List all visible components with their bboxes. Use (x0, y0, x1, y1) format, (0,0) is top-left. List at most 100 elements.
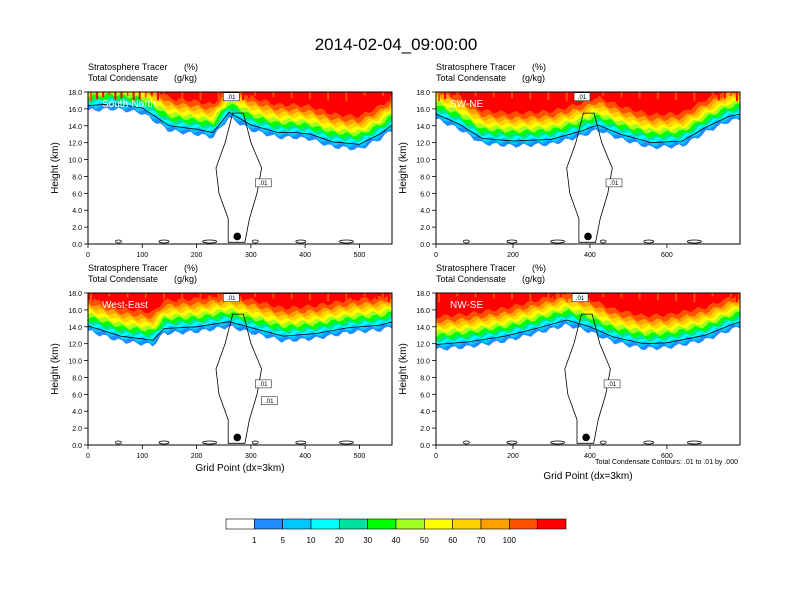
tracer-streak (169, 92, 172, 97)
tracer-field (436, 92, 740, 244)
tracer-streak (541, 293, 544, 297)
contour-updraft (564, 313, 611, 444)
contour-label: .01 (576, 296, 585, 302)
tracer-streak (620, 92, 623, 98)
tracer-streak (699, 293, 702, 301)
tracer-streak (559, 293, 562, 298)
tracer-streak (492, 92, 495, 98)
y-tick-label: 18.0 (68, 90, 82, 97)
x-tick-label: 200 (507, 252, 519, 259)
tracer-streak (181, 92, 184, 100)
x-tick-label: 300 (245, 252, 257, 259)
tracer-streak (504, 293, 507, 302)
contour-anvil (436, 319, 740, 345)
tracer-streak (217, 92, 220, 102)
x-tick-label: 0 (434, 252, 438, 259)
tracer-streak (90, 293, 93, 303)
tracer-streak (681, 92, 684, 99)
tracer-streak (387, 293, 390, 303)
tracer-streak (132, 293, 135, 303)
tracer-streak (669, 293, 672, 297)
tracer-streak (102, 293, 105, 299)
contour-low-cloud (115, 239, 122, 244)
tracer-streak (565, 293, 568, 303)
tracer-streak (529, 92, 532, 100)
tracer-streak (266, 293, 269, 301)
tracer-streak (211, 92, 214, 97)
tracer-streak (163, 92, 165, 99)
tracer-streak (529, 293, 532, 301)
tracer-streak (608, 92, 611, 102)
tracer-streak (535, 92, 538, 98)
y-tick-label: 8.0 (420, 174, 430, 181)
tracer-streak (315, 293, 317, 299)
tracer-streak (492, 293, 495, 299)
colorbar-label: 50 (420, 536, 429, 545)
x-tick-label: 200 (191, 252, 203, 259)
tracer-streak (656, 293, 659, 301)
tracer-streak (498, 293, 501, 297)
tracer-streak (375, 293, 378, 300)
tracer-streak (632, 92, 635, 101)
y-tick-label: 4.0 (72, 409, 82, 416)
tracer-streak (248, 92, 251, 99)
y-tick-label: 0.0 (420, 242, 430, 249)
contour-low-cloud (295, 440, 307, 445)
tracer-streak (729, 293, 732, 298)
y-tick-label: 14.0 (68, 325, 82, 332)
contour-label-box (255, 178, 272, 188)
y-tick-label: 6.0 (420, 191, 430, 198)
tracer-streak (626, 92, 629, 96)
x-tick-label: 0 (86, 453, 90, 460)
tracer-streak (638, 293, 641, 300)
tracer-streak (468, 92, 471, 99)
condensate-contours (88, 103, 392, 244)
tracer-streak (272, 293, 275, 299)
tracer-streak (242, 92, 245, 101)
contour-label: .01 (227, 296, 236, 302)
tracer-streak (242, 293, 245, 302)
y-axis-label: Height (km) (50, 142, 61, 194)
colorbar-label: 70 (477, 536, 486, 545)
x-tick-label: 100 (136, 252, 148, 259)
tracer-streak (693, 92, 696, 102)
tracer-streak (120, 92, 123, 99)
panels-group: .01 .01 South-North Stratosphere Tracer (%) T… (50, 62, 741, 482)
contour-updraft (215, 313, 263, 444)
colorbar-swatch (395, 518, 425, 530)
plot-frame (87, 292, 393, 446)
y-tick-label: 14.0 (416, 325, 430, 332)
tracer-field (88, 92, 392, 244)
tracer-streak (705, 293, 708, 299)
tracer-streak (717, 293, 720, 302)
tracer-streak (187, 92, 190, 98)
tracer-streak (723, 293, 726, 300)
panel-sw-ne: .01 .01 SW-NE Stratosphere Tracer (%) Total C… (398, 62, 741, 259)
y-tick-label: 14.0 (68, 124, 82, 131)
contour-low-cloud (687, 239, 702, 244)
tracer-streak (120, 293, 123, 300)
contour-label-box (255, 379, 272, 389)
plot-frame (435, 292, 741, 446)
y-axis-label: Height (km) (50, 343, 61, 395)
condensate-contours (88, 313, 392, 445)
tracer-streak (211, 293, 214, 298)
contour-low-cloud (158, 440, 170, 445)
tracer-streak (614, 92, 617, 100)
tracer-streak (571, 92, 574, 100)
tracer-streak (357, 293, 360, 299)
tracer-streak (559, 92, 562, 97)
tracer-streak (333, 92, 336, 99)
tracer-streak (193, 92, 196, 96)
y-tick-label: 10.0 (416, 359, 430, 366)
tracer-streak (681, 293, 684, 300)
tracer-streak (217, 293, 220, 303)
tracer-streak (486, 92, 489, 100)
figure-title: 2014-02-04_09:00:00 (315, 35, 478, 54)
tracer-streak (669, 92, 672, 96)
contour-low-cloud (251, 440, 259, 445)
title-left: Stratosphere Tracer (436, 62, 516, 72)
tracer-streak (735, 92, 738, 102)
tracer-streak (675, 293, 678, 302)
y-tick-label: 6.0 (420, 392, 430, 399)
